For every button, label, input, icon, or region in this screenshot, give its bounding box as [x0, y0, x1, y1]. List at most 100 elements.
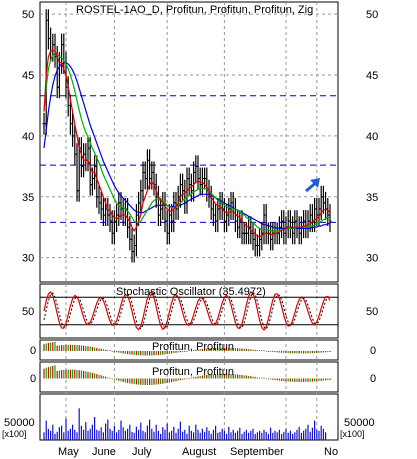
- profitun-1-bar: [76, 345, 78, 351]
- profitun-2-bar: [283, 378, 285, 382]
- profitun-2-bar: [168, 378, 170, 383]
- profitun-1-bar: [67, 344, 69, 351]
- profitun-2-bar: [160, 378, 162, 384]
- profitun-2-bar: [111, 378, 113, 380]
- profitun-1-bar: [243, 348, 245, 351]
- profitun-2-bar: [230, 374, 232, 379]
- signal-arrow-icon: [305, 178, 320, 193]
- profitun-histogram-1: [43, 341, 331, 356]
- profitun-2-bar: [259, 377, 261, 379]
- profitun-1-bar: [212, 348, 214, 351]
- profitun-1-bar: [61, 345, 63, 351]
- ma-red-line: [43, 50, 331, 238]
- profitun-2-bar: [245, 375, 247, 379]
- profitun-1-bar: [116, 351, 118, 353]
- profitun-2-bar: [78, 370, 80, 379]
- profitun-2-bar: [303, 378, 305, 382]
- profitun-1-bar: [144, 351, 146, 356]
- profitun-1-bar: [215, 347, 217, 351]
- profitun-2-tick-label-right: 0: [370, 373, 376, 385]
- profitun-1-bar: [157, 351, 159, 356]
- profitun-1-bar: [78, 345, 80, 351]
- profitun-2-bar: [199, 376, 201, 379]
- profitun-2-bar: [131, 378, 133, 384]
- profitun-1-bar: [230, 347, 232, 351]
- profitun-2-bar: [184, 378, 186, 380]
- price-panel-frame: [39, 1, 339, 283]
- profitun-1-bar: [96, 347, 98, 351]
- profitun-1-bar: [171, 351, 173, 354]
- profitun-2-bar: [316, 378, 318, 382]
- profitun-2-bar: [327, 378, 329, 381]
- profitun-2-bar: [292, 378, 294, 382]
- profitun-2-bar: [107, 377, 109, 379]
- profitun-1-bar: [50, 342, 52, 351]
- profitun-1-bar: [120, 351, 122, 353]
- profitun-1-bar: [127, 351, 129, 355]
- profitun-1-bar: [316, 351, 318, 353]
- profitun-1-bar: [80, 345, 82, 351]
- profitun-1-bar: [259, 350, 261, 351]
- profitun-1-bar: [270, 351, 272, 352]
- profitun-2-bar: [149, 378, 151, 385]
- profitun-2-bar: [219, 373, 221, 379]
- profitun-2-bar: [85, 371, 87, 379]
- profitun-2-bar: [76, 369, 78, 379]
- profitun-2-bar: [274, 378, 276, 381]
- profitun-1-bar: [63, 345, 65, 351]
- profitun-1-bar: [276, 351, 278, 353]
- profitun-2-bar: [69, 369, 71, 379]
- profitun-2-bar: [87, 371, 89, 379]
- horizontal-levels: [40, 95, 338, 223]
- profitun-1-bar: [173, 351, 175, 354]
- profitun-2-bar: [232, 374, 234, 379]
- profitun-2-bar: [322, 378, 324, 381]
- month-tick-label: August: [182, 446, 216, 458]
- profitun-2-tick-label-left: 0: [30, 373, 36, 385]
- profitun-label-1: Profitun, Profitun: [152, 341, 234, 353]
- profitun-1-bar: [54, 341, 56, 351]
- profitun-1-bar: [122, 351, 124, 354]
- panel-frames: [39, 1, 339, 441]
- profitun-1-bar: [91, 347, 93, 351]
- profitun-2-bar: [155, 378, 157, 385]
- profitun-2-bar: [204, 375, 206, 379]
- profitun-1-bar: [274, 351, 276, 353]
- profitun-1-bar: [118, 351, 120, 353]
- profitun-2-bar: [228, 373, 230, 379]
- profitun-1-bar: [188, 350, 190, 351]
- stochastic-tick-label-left: 50: [22, 306, 34, 318]
- profitun-1-tick-label-left: 0: [30, 345, 36, 357]
- profitun-1-bar: [166, 351, 168, 355]
- profitun-1-bar: [210, 348, 212, 351]
- profitun-1-bar: [190, 350, 192, 351]
- profitun-2-bar: [294, 378, 296, 382]
- profitun-1-tick-label-right: 0: [370, 345, 376, 357]
- profitun-1-bar: [226, 347, 228, 351]
- profitun-2-bar: [151, 378, 153, 385]
- profitun-2-bar: [166, 378, 168, 383]
- profitun-1-bar: [105, 349, 107, 351]
- profitun-1-bar: [289, 351, 291, 354]
- profitun-2-bar: [153, 378, 155, 385]
- profitun-1-bar: [232, 347, 234, 351]
- x-tick-labels: May June July August September No: [58, 446, 338, 458]
- profitun-1-bar: [300, 351, 302, 354]
- profitun-2-bar: [212, 374, 214, 379]
- profitun-1-bar: [234, 348, 236, 351]
- profitun-2-bar: [146, 378, 148, 385]
- profitun-1-bar: [272, 351, 274, 352]
- profitun-1-bar: [263, 350, 265, 351]
- profitun-1-bar: [217, 347, 219, 351]
- chart-title: ROSTEL-1AO_D, Profitun, Profitun, Profit…: [76, 4, 313, 16]
- profitun-1-bar: [85, 345, 87, 351]
- profitun-2-bar: [162, 378, 164, 384]
- profitun-1-bar: [256, 350, 258, 351]
- profitun-2-bar: [226, 373, 228, 379]
- profitun-1-bar: [58, 345, 60, 351]
- profitun-2-bar: [105, 376, 107, 379]
- profitun-1-bar: [131, 351, 133, 355]
- price-tick-label-right: 40: [366, 131, 378, 143]
- profitun-1-bar: [241, 348, 243, 351]
- profitun-1-bar: [69, 344, 71, 351]
